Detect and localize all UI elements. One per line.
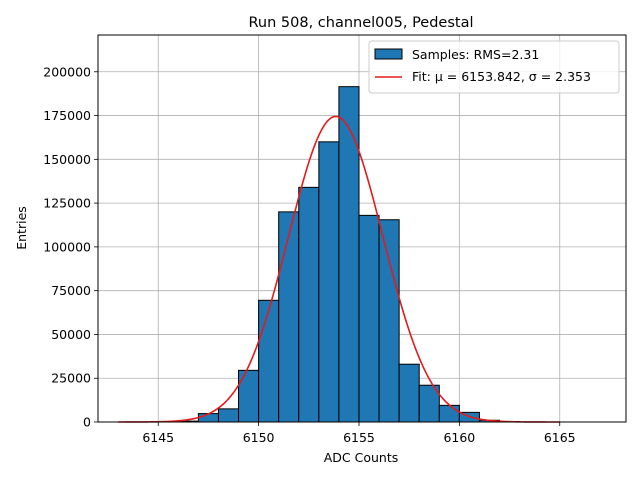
y-tick-label: 125000 xyxy=(43,196,91,211)
fit-curve-group xyxy=(118,115,560,423)
histogram-bar xyxy=(338,86,360,423)
histogram-bar xyxy=(258,299,280,423)
x-tick-label: 6145 xyxy=(142,430,174,445)
histogram-bar xyxy=(398,363,420,423)
y-tick-label: 0 xyxy=(83,415,91,430)
x-tick-label: 6160 xyxy=(443,430,475,445)
y-axis-label: Entries xyxy=(14,206,29,250)
fit-curve xyxy=(118,115,560,423)
y-tick-label: 150000 xyxy=(43,152,91,167)
histogram-bars xyxy=(177,86,501,423)
y-tick-label: 75000 xyxy=(51,283,91,298)
legend-fit-label: Fit: μ = 6153.842, σ = 2.353 xyxy=(412,69,591,84)
legend: Samples: RMS=2.31 Fit: μ = 6153.842, σ =… xyxy=(368,40,620,94)
histogram-bar xyxy=(378,219,400,423)
legend-histogram-swatch xyxy=(374,48,403,60)
x-tick-label: 6165 xyxy=(544,430,576,445)
histogram-bar xyxy=(278,211,300,423)
y-tick-label: 100000 xyxy=(43,239,91,254)
y-tick-label: 175000 xyxy=(43,108,91,123)
histogram-bar xyxy=(438,404,460,423)
histogram-bar xyxy=(238,369,260,423)
legend-box xyxy=(368,40,620,94)
y-axis: 0 25000 50000 75000 100000 125000 150000 175000… xyxy=(43,64,98,430)
chart-title: Run 508, channel005, Pedestal xyxy=(248,15,473,31)
histogram-bar xyxy=(318,141,340,423)
histogram-bar xyxy=(298,186,320,423)
x-tick-label: 6150 xyxy=(243,430,275,445)
plot-frame xyxy=(97,34,627,423)
histogram-bar xyxy=(197,413,219,423)
x-tick-label: 6155 xyxy=(343,430,375,445)
histogram-bar xyxy=(358,214,380,423)
legend-histogram-label: Samples: RMS=2.31 xyxy=(412,47,539,62)
y-tick-label: 50000 xyxy=(51,327,91,342)
x-axis-label: ADC Counts xyxy=(324,450,399,465)
x-axis: 6145 6150 6155 6160 6165 xyxy=(142,422,576,445)
y-tick-label: 200000 xyxy=(43,64,91,79)
histogram-bar xyxy=(217,408,240,423)
y-tick-label: 25000 xyxy=(51,371,91,386)
